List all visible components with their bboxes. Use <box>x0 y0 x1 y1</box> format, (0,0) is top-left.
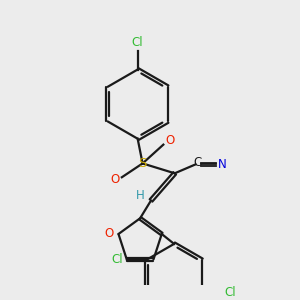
Text: Cl: Cl <box>225 286 236 298</box>
Text: C: C <box>193 156 202 169</box>
Text: Cl: Cl <box>132 36 143 49</box>
Text: O: O <box>104 226 113 239</box>
Text: N: N <box>218 158 226 171</box>
Text: H: H <box>136 189 145 202</box>
Text: O: O <box>110 173 119 186</box>
Text: Cl: Cl <box>112 254 123 266</box>
Text: O: O <box>166 134 175 147</box>
Text: S: S <box>138 157 147 170</box>
